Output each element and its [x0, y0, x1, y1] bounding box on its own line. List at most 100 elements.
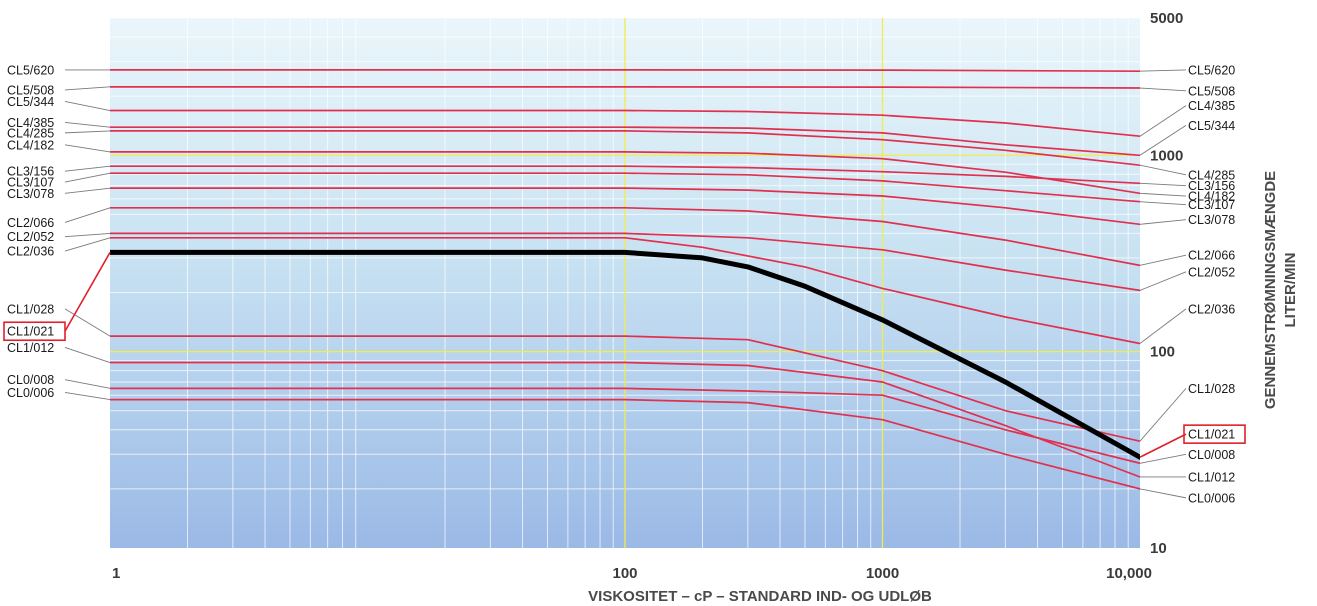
left-label-cl2-066: CL2/066	[7, 216, 54, 230]
right-leader-cl1-028	[1139, 388, 1187, 442]
right-leader-cl0-008	[1139, 453, 1187, 464]
left-label-cl3-078: CL3/078	[7, 187, 54, 201]
right-label-cl2-052: CL2/052	[1188, 265, 1235, 279]
left-leader-cl0-006	[64, 391, 111, 401]
series-line-cl3-078	[110, 187, 1140, 226]
right-callout-box	[1183, 424, 1246, 444]
left-leader-cl4-285	[64, 130, 111, 134]
series-line-cl2-066	[110, 206, 1140, 267]
left-label-cl3-156: CL3/156	[7, 165, 54, 179]
left-label-cl0-008: CL0/008	[7, 373, 54, 387]
label-leaders	[3, 69, 1246, 499]
right-label-cl1-012: CL1/012	[1188, 470, 1235, 484]
left-leader-cl5-344	[64, 100, 111, 111]
right-leader-cl2-036	[1139, 308, 1187, 344]
left-label-cl0-006: CL0/006	[7, 386, 54, 400]
right-label-cl1-028: CL1/028	[1188, 382, 1235, 396]
y-axis-title-line2: LITER/MIN	[1282, 253, 1299, 328]
y-tick-label: 10	[1150, 540, 1167, 557]
series-line-cl5-508	[110, 86, 1140, 89]
x-tick-label: 1	[112, 565, 120, 582]
x-tick-labels: 1 100 1000 10,000	[112, 565, 1152, 582]
right-label-cl5-344: CL4/385	[1188, 99, 1235, 113]
series-line-cl1-028	[110, 335, 1140, 443]
right-leader-cl4-182	[1139, 192, 1187, 197]
left-leader-cl2-052	[64, 232, 111, 238]
x-tick-label: 10,000	[1106, 565, 1152, 582]
right-label-cl2-066: CL2/066	[1188, 249, 1235, 263]
left-leader-cl1-028	[64, 308, 111, 337]
right-label-cl3-078: CL3/078	[1188, 213, 1235, 227]
series-line-cl1-021	[110, 249, 1140, 460]
left-label-cl2-052: CL2/052	[7, 230, 54, 244]
right-leader-cl3-156	[1139, 182, 1187, 187]
left-callout-box	[3, 321, 66, 342]
y-tick-labels: 5000 1000 100 10	[1150, 10, 1183, 557]
right-leader-cl4-385	[1139, 124, 1187, 156]
right-label-cl4-285: CL4/285	[1188, 168, 1235, 182]
left-label-cl4-385: CL4/385	[7, 116, 54, 130]
y-tick-label: 1000	[1150, 147, 1183, 164]
y-axis-title-line1: GENNEMSTRØMNINGSMÆNGDE	[1262, 171, 1279, 409]
right-leader-cl3-107	[1139, 201, 1187, 206]
series-line-cl3-107	[110, 172, 1140, 203]
series-line-cl1-012	[110, 361, 1140, 478]
right-leader-cl5-508	[1139, 87, 1187, 92]
series-line-cl4-182	[110, 151, 1140, 195]
right-label-cl3-156: CL3/156	[1188, 179, 1235, 193]
left-label-cl5-620: CL5/620	[7, 63, 54, 77]
y-axis-title: GENNEMSTRØMNINGSMÆNGDE LITER/MIN	[1262, 171, 1299, 409]
left-label-cl1-028: CL1/028	[7, 302, 54, 316]
series-line-cl0-008	[110, 387, 1140, 465]
left-label-cl5-508: CL5/508	[7, 83, 54, 97]
left-label-cl4-285: CL4/285	[7, 126, 54, 140]
series-lines	[110, 69, 1140, 490]
right-leader-cl1-021	[1139, 433, 1187, 458]
left-leader-cl2-066	[64, 207, 111, 223]
right-leader-cl4-285	[1139, 164, 1187, 176]
left-label-cl2-036: CL2/036	[7, 245, 54, 259]
right-label-cl0-008: CL0/008	[1188, 448, 1235, 462]
right-label-cl0-006: CL0/006	[1188, 491, 1235, 505]
left-leader-cl4-385	[64, 121, 111, 128]
series-line-cl0-006	[110, 398, 1140, 490]
right-label-cl5-508: CL5/508	[1188, 84, 1235, 98]
left-leader-cl4-182	[64, 144, 111, 153]
series-line-cl5-344	[110, 109, 1140, 138]
major-grid	[110, 18, 1140, 548]
left-leader-cl3-078	[64, 187, 111, 194]
left-leader-cl2-036	[64, 237, 111, 252]
left-label-cl3-107: CL3/107	[7, 176, 54, 190]
right-label-cl3-107: CL3/107	[1188, 198, 1235, 212]
series-line-cl2-052	[110, 232, 1140, 292]
x-tick-label: 100	[612, 565, 637, 582]
left-leader-cl1-012	[64, 347, 111, 363]
right-leader-cl0-006	[1139, 488, 1187, 499]
right-leader-cl5-620	[1139, 69, 1187, 72]
left-label-cl5-344: CL5/344	[7, 95, 54, 109]
series-line-cl5-620	[110, 69, 1140, 73]
left-label-cl1-021: CL1/021	[7, 325, 54, 339]
right-label-cl5-620: CL5/620	[1188, 63, 1235, 77]
right-leader-cl2-066	[1139, 254, 1187, 266]
left-leader-cl0-008	[64, 379, 111, 389]
left-leader-cl1-021	[64, 252, 111, 332]
right-leader-cl2-052	[1139, 271, 1187, 291]
right-leader-cl5-344	[1139, 105, 1187, 137]
right-label-cl2-036: CL2/036	[1188, 302, 1235, 316]
right-leader-cl3-078	[1139, 219, 1187, 225]
series-line-cl4-285	[110, 130, 1140, 167]
left-label-cl4-182: CL4/182	[7, 138, 54, 152]
x-axis-title: VISKOSITET – cP – STANDARD IND- OG UDLØB	[588, 588, 932, 605]
series-line-cl4-385	[110, 126, 1140, 157]
left-leader-cl3-107	[64, 172, 111, 183]
x-tick-label: 1000	[866, 565, 899, 582]
right-label-cl4-182: CL4/182	[1188, 190, 1235, 204]
left-label-cl1-012: CL1/012	[7, 341, 54, 355]
series-line-cl2-036	[110, 236, 1140, 345]
series-line-cl3-156	[110, 165, 1140, 185]
right-label-cl1-021: CL1/021	[1188, 428, 1235, 442]
